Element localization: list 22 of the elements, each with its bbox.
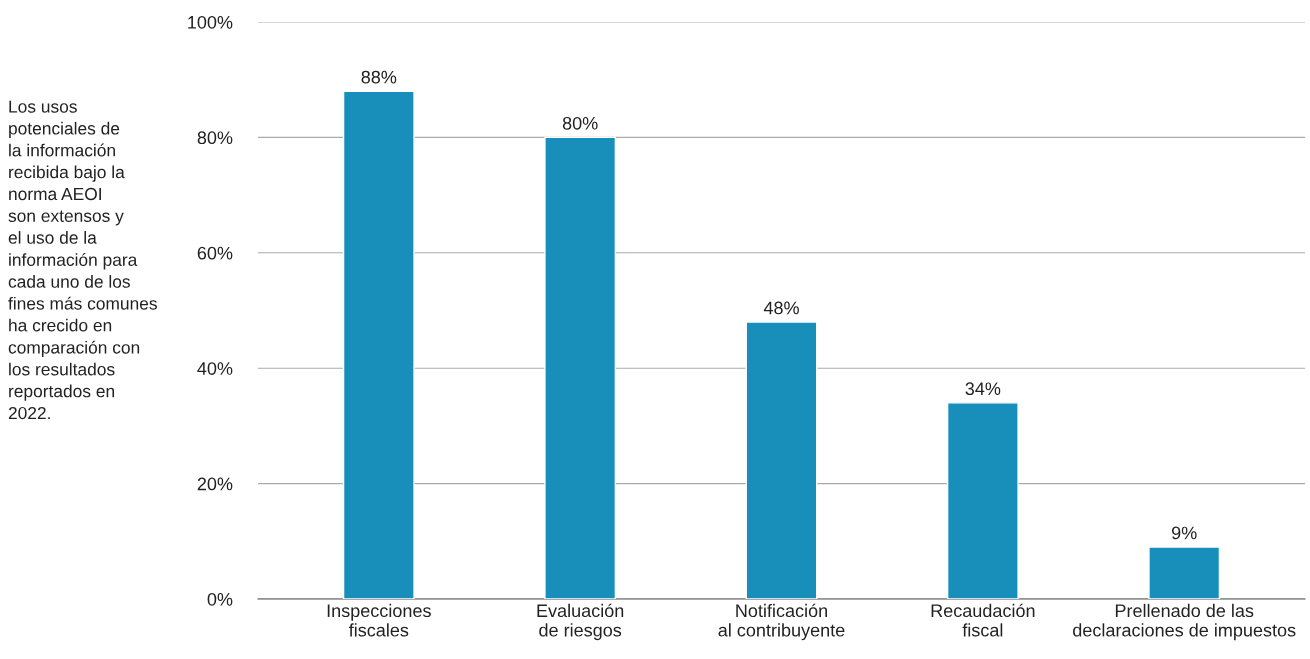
y-tick-label: 60%: [197, 246, 233, 260]
text: Los usos potenciales de la información recibida bajo la norma AEOI son extensos y el uso de la información para cada uno de los fines más comunes ha crecido en comparación con los resultados reportados en 2022.: [8, 100, 157, 420]
bar: [544, 136, 617, 599]
x-tick-label: Prellenado de las declaraciones de impuestos: [1073, 603, 1296, 641]
y-tick-label: 100%: [188, 15, 233, 29]
data-label: 34%: [965, 382, 1001, 396]
y-tick-label: 80%: [197, 131, 233, 145]
y-tick-label: 20%: [197, 477, 233, 491]
data-label: 88%: [361, 70, 397, 84]
bar: [342, 90, 415, 599]
y-tick-label: 0%: [207, 592, 233, 606]
y-tick-label: 40%: [197, 362, 233, 375]
bar: [946, 402, 1019, 599]
bar: [745, 321, 818, 599]
x-tick-label: Recaudación fiscal: [931, 603, 1035, 637]
x-tick-label: Inspecciones fiscales: [327, 603, 431, 637]
data-label: 80%: [562, 116, 598, 130]
x-tick-label: Evaluación de riesgos: [537, 603, 624, 641]
x-tick-label: Notificación al contribuyente: [718, 603, 845, 641]
data-label: 9%: [1171, 526, 1197, 540]
data-label: 48%: [763, 301, 799, 315]
bar: [1148, 546, 1221, 599]
